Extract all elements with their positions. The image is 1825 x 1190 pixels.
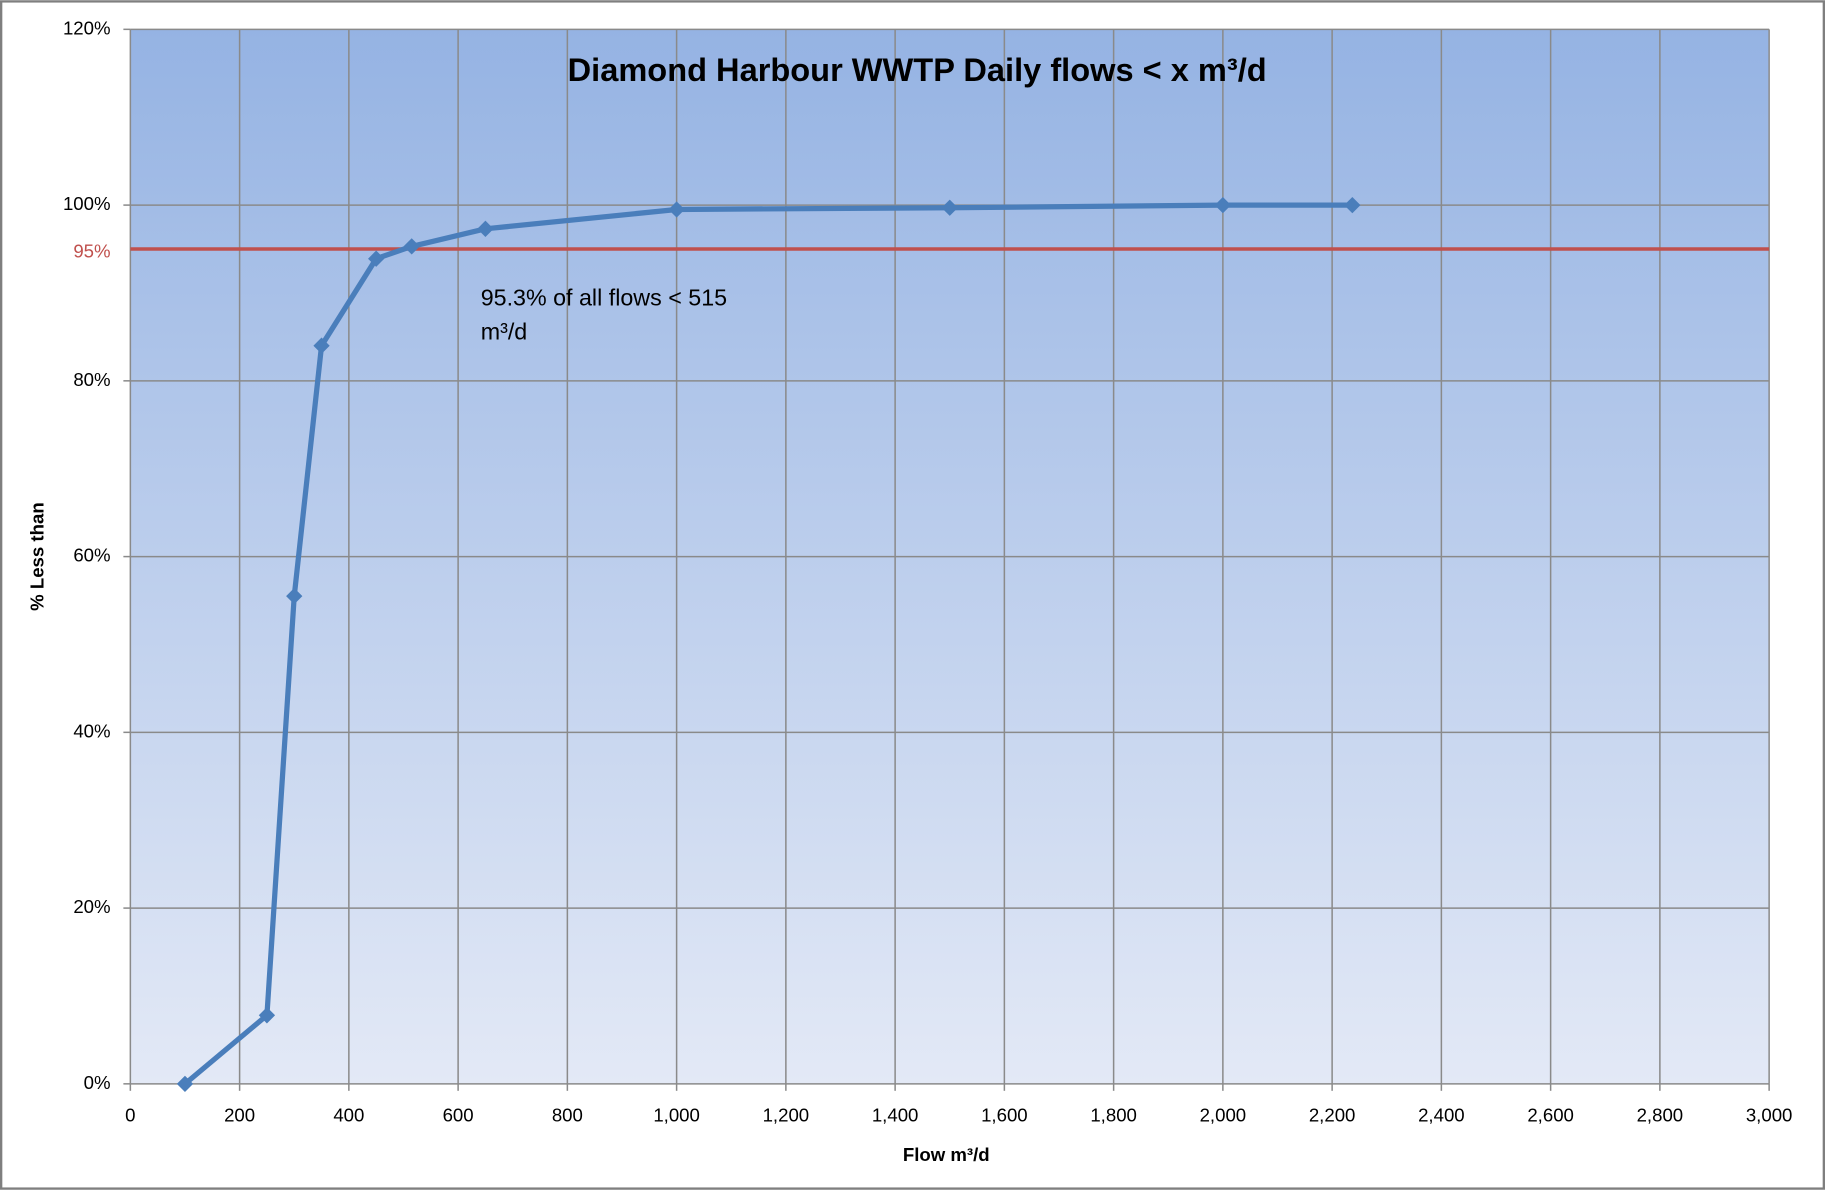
y-tick-label: 0% bbox=[84, 1072, 111, 1093]
x-tick-label: 600 bbox=[443, 1104, 474, 1125]
y-tick-label: 100% bbox=[63, 193, 111, 214]
x-tick-label: 800 bbox=[552, 1104, 583, 1125]
y-tick-label: 60% bbox=[73, 545, 110, 566]
x-axis-title: Flow m³/d bbox=[903, 1144, 990, 1165]
data-point bbox=[941, 199, 958, 216]
x-tick-label: 400 bbox=[333, 1104, 364, 1125]
x-tick-label: 1,800 bbox=[1090, 1104, 1137, 1125]
data-point bbox=[368, 250, 385, 267]
x-tick-label: 2,600 bbox=[1527, 1104, 1574, 1125]
x-tick-label: 0 bbox=[125, 1104, 135, 1125]
x-tick-label: 200 bbox=[224, 1104, 255, 1125]
x-tick-label: 1,600 bbox=[981, 1104, 1028, 1125]
annotation: m³/d bbox=[481, 318, 528, 344]
x-tick-label: 1,400 bbox=[872, 1104, 919, 1125]
y-tick-label: 120% bbox=[63, 17, 111, 38]
data-point bbox=[286, 587, 303, 605]
x-tick-label: 1,200 bbox=[763, 1104, 810, 1125]
y-tick-label: 80% bbox=[73, 369, 110, 390]
data-point bbox=[1214, 196, 1232, 214]
data-point bbox=[403, 238, 420, 255]
data-point bbox=[258, 1007, 276, 1024]
data-point bbox=[176, 1075, 194, 1092]
x-tick-label: 3,000 bbox=[1746, 1104, 1793, 1125]
x-tick-label: 1,000 bbox=[653, 1104, 700, 1125]
y-tick-label: 40% bbox=[73, 720, 110, 741]
annotation: 95.3% of all flows < 515 bbox=[481, 285, 727, 311]
x-tick-label: 2,000 bbox=[1200, 1104, 1247, 1125]
data-point bbox=[313, 337, 330, 354]
reference-label: 95% bbox=[73, 240, 110, 261]
x-tick-label: 2,800 bbox=[1637, 1104, 1684, 1125]
y-tick-label: 20% bbox=[73, 896, 110, 917]
x-tick-label: 2,200 bbox=[1309, 1104, 1356, 1125]
y-axis-title: % Less than bbox=[26, 502, 47, 611]
x-tick-label: 2,400 bbox=[1418, 1104, 1465, 1125]
chart-title: Diamond Harbour WWTP Daily flows < x m³/… bbox=[568, 52, 1267, 88]
